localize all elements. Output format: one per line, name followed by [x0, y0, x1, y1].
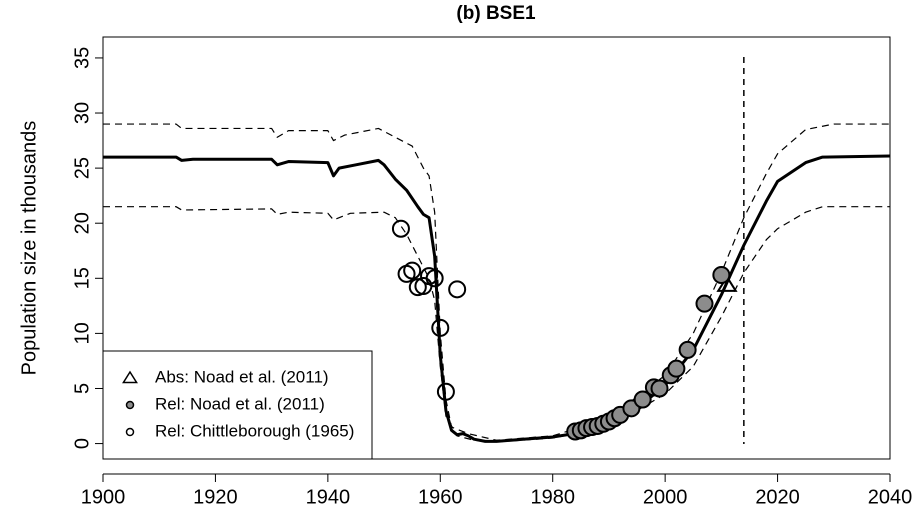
point	[712, 265, 731, 284]
x-tick-label: 1960	[418, 486, 463, 508]
line	[103, 206, 890, 443]
y-tick-label: 5	[71, 383, 93, 394]
legend-marker	[122, 370, 138, 384]
point	[695, 294, 714, 313]
point	[667, 359, 686, 378]
point	[436, 382, 455, 401]
point	[448, 280, 467, 299]
legend-label: Abs: Noad et al. (2011)	[155, 367, 329, 386]
line	[103, 154, 891, 443]
point	[425, 269, 444, 288]
x-tick-label: 1940	[306, 486, 351, 508]
y-tick-label: 30	[71, 102, 93, 124]
legend-box	[102, 350, 373, 460]
y-tick-label: 10	[71, 322, 93, 344]
x-tick-label: 2000	[643, 486, 688, 508]
y-tick-label: 15	[71, 267, 93, 289]
line	[103, 123, 890, 441]
x-tick-label: 2040	[868, 486, 913, 508]
legend-marker	[125, 400, 135, 410]
legend-label: Rel: Chittleborough (1965)	[155, 421, 354, 440]
y-tick-label: 25	[71, 157, 93, 179]
legend-label: Rel: Noad et al. (2011)	[155, 394, 325, 413]
chart-title: (b) BSE1	[456, 3, 536, 24]
point	[678, 340, 697, 359]
y-tick-label: 20	[71, 212, 93, 234]
x-tick-label: 2020	[755, 486, 800, 508]
x-tick-label: 1900	[81, 486, 126, 508]
y-tick-label: 35	[71, 47, 93, 69]
y-axis-label: Population size in thousands	[18, 121, 40, 376]
point	[650, 379, 669, 398]
y-tick-label: 0	[71, 438, 93, 449]
point	[633, 390, 652, 409]
legend-marker	[125, 427, 135, 437]
x-tick-label: 1980	[530, 486, 575, 508]
point	[403, 261, 422, 280]
point	[431, 318, 450, 337]
x-tick-label: 1920	[193, 486, 238, 508]
point	[391, 219, 410, 238]
